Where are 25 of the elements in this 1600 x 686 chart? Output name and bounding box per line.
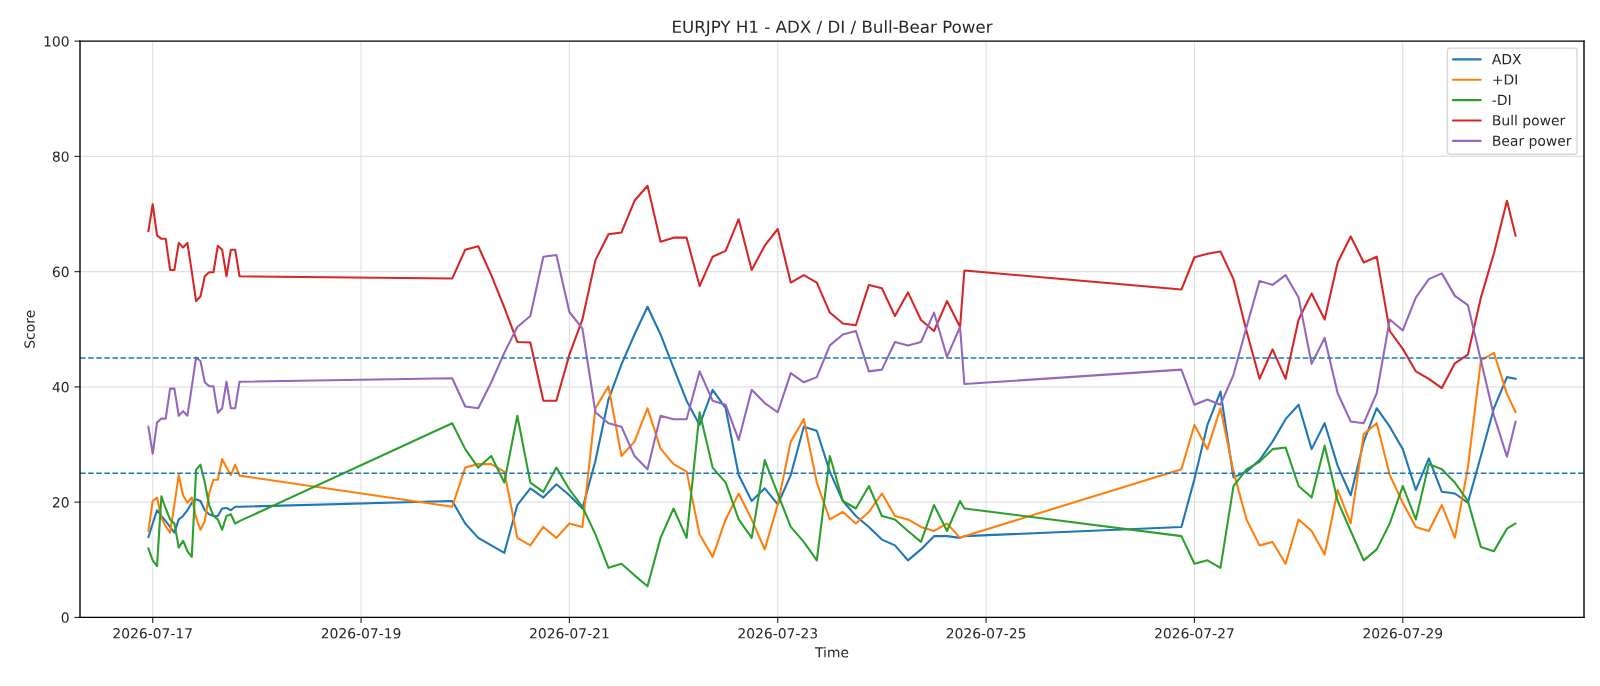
x-tick-label: 2026-07-29: [1363, 628, 1443, 639]
y-axis-title: Score: [24, 310, 35, 348]
line-series: [147, 184, 1517, 402]
legend-label: Bull power: [1493, 114, 1566, 129]
line-series: [147, 351, 1517, 565]
x-tick-label: 2026-07-17: [113, 628, 192, 639]
legend-label: Bear power: [1493, 135, 1572, 149]
y-tick-label: 60: [52, 266, 69, 278]
y-tick-label: 0: [61, 612, 69, 623]
legend-label: -DI: [1492, 94, 1511, 105]
x-axis-title: Time: [814, 646, 849, 658]
line-series: [147, 411, 1517, 588]
y-tick-label: 80: [52, 151, 69, 162]
line-series: [147, 253, 1517, 471]
legend-label: ADX: [1491, 54, 1522, 65]
y-tick-label: 20: [52, 497, 69, 508]
y-tick-label: 100: [44, 36, 69, 47]
x-tick-label: 2026-07-21: [530, 628, 609, 639]
legend-label: +DI: [1493, 74, 1517, 85]
x-tick-label: 2026-07-19: [321, 628, 401, 639]
x-tick-label: 2026-07-25: [946, 628, 1026, 639]
x-tick-label: 2026-07-23: [738, 628, 817, 639]
chart-title: EURJPY H1 - ADX / DI / Bull-Bear Power: [673, 20, 993, 37]
y-tick-label: 40: [52, 381, 69, 393]
x-tick-label: 2026-07-27: [1155, 628, 1234, 639]
